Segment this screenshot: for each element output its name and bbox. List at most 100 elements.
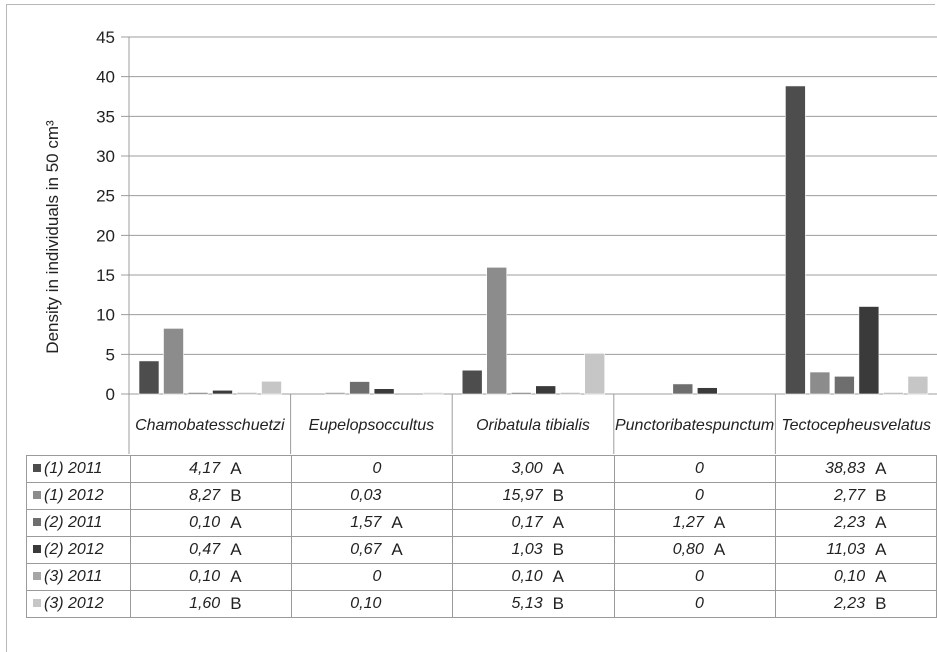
- chart-frame: [6, 4, 935, 652]
- bar: [858, 306, 880, 395]
- table-cell: 0: [613, 482, 776, 510]
- cell-value: 0,10: [350, 595, 382, 612]
- cell-significance: B: [875, 594, 887, 613]
- series-name-cell: (1) 2011: [26, 455, 131, 483]
- cell-significance: A: [875, 459, 887, 478]
- cell-significance: A: [713, 513, 726, 532]
- table-row: (2) 2012 0,47 A 0,67 A 1,03 B 0,80 A 11,03 A: [26, 536, 937, 564]
- bar: [672, 383, 694, 395]
- table-cell: 0,17 A: [452, 509, 615, 537]
- bar: [785, 85, 806, 395]
- table-cell: 2,23 A: [774, 509, 937, 537]
- bar: [261, 381, 282, 395]
- bar: [809, 371, 831, 395]
- cell-significance: A: [391, 513, 403, 532]
- cell-significance: A: [230, 567, 242, 586]
- cell-value: 8,27: [189, 487, 221, 504]
- table-cell: 2,77 B: [774, 482, 937, 510]
- table-cell: 0,47 A: [129, 536, 293, 564]
- cell-value: 0,10: [189, 514, 221, 531]
- series-name: (1) 2011: [44, 460, 103, 477]
- cell-significance: B: [552, 540, 564, 559]
- table-cell: 3,00 A: [452, 455, 615, 483]
- category-label: Tectocepheus velatus: [775, 398, 937, 454]
- cell-significance: B: [875, 486, 887, 505]
- cell-significance: A: [875, 567, 887, 586]
- cell-value: 1,27: [672, 514, 704, 531]
- series-name: (3) 2011: [44, 568, 103, 585]
- bar: [163, 328, 184, 395]
- cell-value: 0,03: [350, 487, 382, 504]
- cell-significance: A: [552, 459, 564, 478]
- table-cell: 0,10 A: [774, 563, 937, 591]
- category-label-line: occultus: [375, 417, 435, 434]
- table-row: (3) 2012 1,60 B 0,10 5,13 B 0 2,23 B: [26, 590, 937, 618]
- bar: [422, 392, 444, 395]
- series-name-cell: (3) 2012: [26, 590, 131, 618]
- y-tick-label: 10: [96, 306, 115, 325]
- bar: [696, 387, 718, 395]
- table-cell: 0,10: [291, 590, 454, 618]
- cell-significance: B: [552, 594, 564, 613]
- table-cell: 0: [613, 590, 776, 618]
- cell-value: 0: [694, 460, 704, 477]
- bar: [584, 353, 606, 395]
- series-name-cell: (3) 2011: [26, 563, 131, 591]
- cell-significance: A: [552, 567, 564, 586]
- cell-significance: A: [875, 540, 887, 559]
- y-tick-label: 30: [96, 147, 115, 166]
- cell-value: 0,67: [350, 541, 382, 558]
- cell-value: 0: [694, 595, 704, 612]
- table-cell: 0,10 A: [129, 563, 293, 591]
- category-label: Punctoribates punctum: [614, 398, 776, 454]
- y-tick-label: 20: [96, 226, 115, 245]
- cell-value: 0: [694, 487, 704, 504]
- table-row: (1) 2011 4,17 A 0 3,00 A 0 38,83 A: [26, 455, 937, 483]
- cell-value: 0,10: [511, 568, 543, 585]
- series-name: (3) 2012: [44, 595, 104, 612]
- bar: [187, 392, 209, 395]
- series-name: (2) 2012: [44, 541, 104, 558]
- table-cell: 0,67 A: [291, 536, 454, 564]
- cell-value: 0,47: [189, 541, 221, 558]
- cell-value: 38,83: [825, 460, 866, 477]
- cell-value: 11,03: [826, 541, 866, 558]
- category-label: Eupelops occultus: [291, 398, 453, 454]
- y-tick-label: 15: [96, 266, 115, 285]
- category-label-line: velatus: [880, 417, 932, 434]
- cell-significance: B: [552, 486, 564, 505]
- table-cell: 5,13 B: [452, 590, 615, 618]
- bar: [461, 369, 483, 395]
- table-cell: 0,80 A: [613, 536, 776, 564]
- table-cell: 1,03 B: [452, 536, 615, 564]
- legend-swatch: [33, 572, 41, 580]
- cell-value: 0,10: [833, 568, 866, 585]
- legend-swatch: [33, 491, 41, 499]
- cell-value: 0: [694, 568, 704, 585]
- table-cell: 1,57 A: [291, 509, 454, 537]
- cell-significance: A: [713, 540, 726, 559]
- cell-value: 2,23: [833, 514, 866, 531]
- bar: [324, 392, 346, 395]
- cell-value: 2,23: [833, 595, 866, 612]
- cell-significance: A: [230, 540, 242, 559]
- y-axis-label: Density in individuals in 50 cm³: [43, 120, 62, 354]
- table-cell: 1,60 B: [129, 590, 293, 618]
- table-cell: 1,27 A: [613, 509, 776, 537]
- table-cell: 0: [613, 563, 776, 591]
- category-label: Chamobates schuetzi: [129, 398, 291, 454]
- table-row: (2) 2011 0,10 A 1,57 A 0,17 A 1,27 A 2,23 A: [26, 509, 937, 537]
- category-label-line: Punctoribates: [614, 417, 713, 434]
- y-tick-label: 40: [96, 68, 115, 87]
- cell-significance: B: [230, 594, 242, 613]
- cell-value: 2,77: [833, 487, 866, 504]
- y-tick-label: 0: [106, 385, 115, 404]
- series-name-cell: (2) 2011: [26, 509, 131, 537]
- cell-significance: A: [391, 540, 403, 559]
- table-cell: 38,83 A: [774, 455, 937, 483]
- legend-swatch: [33, 599, 41, 607]
- cell-value: 1,60: [189, 595, 221, 612]
- series-name: (2) 2011: [44, 514, 103, 531]
- cell-value: 4,17: [189, 460, 221, 477]
- y-tick-label: 5: [106, 345, 115, 364]
